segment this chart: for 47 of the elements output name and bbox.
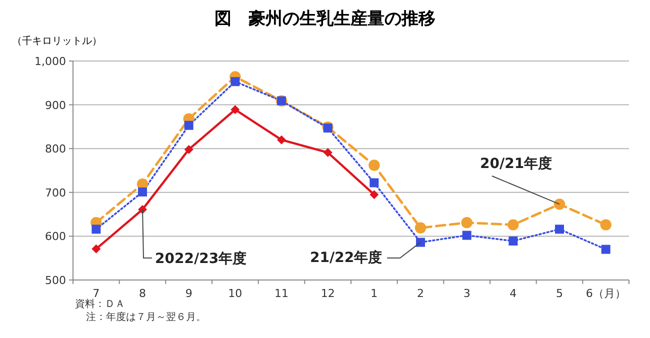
x-tick-label: 9 — [185, 287, 192, 300]
point — [277, 135, 286, 144]
x-tick-label: 4 — [510, 287, 517, 300]
x-tick-label: 5 — [556, 287, 563, 300]
chart-title: 図 豪州の生乳生産量の推移 — [214, 9, 436, 29]
x-tick-label: 1 — [370, 287, 378, 300]
point — [370, 178, 379, 188]
point — [461, 217, 472, 228]
point — [230, 105, 240, 114]
series-label: 20/21年度 — [480, 155, 552, 172]
point — [184, 120, 194, 130]
point — [230, 77, 240, 86]
y-tick-label: 900 — [45, 98, 66, 112]
x-tick-label: 10 — [228, 287, 242, 300]
y-tick-label: 1,000 — [34, 55, 66, 68]
x-tick-label: 7 — [92, 287, 100, 300]
point — [414, 222, 426, 234]
x-tick-label: 8 — [139, 287, 146, 300]
point — [508, 236, 518, 246]
x-tick-label: 11 — [274, 287, 288, 300]
point — [600, 219, 612, 230]
point — [554, 198, 566, 210]
y-tick-label: 600 — [45, 230, 66, 244]
x-tick-label: 2 — [417, 287, 424, 300]
x-tick-label: 3 — [463, 287, 470, 300]
point — [555, 224, 564, 234]
point — [462, 230, 472, 240]
point — [368, 160, 380, 171]
y-tick-label: 700 — [45, 186, 66, 200]
point — [138, 187, 147, 196]
point — [323, 148, 332, 158]
text: 2022/23年度 — [155, 250, 247, 267]
y-tick-label: 800 — [45, 142, 66, 156]
text: 資料：ＤＡ — [75, 298, 125, 310]
text: 21/22年度 — [310, 249, 382, 266]
point — [508, 219, 519, 230]
x-tick-label: 6（月） — [586, 287, 626, 300]
point — [416, 238, 425, 247]
point — [184, 144, 194, 154]
y-tick-label: 500 — [45, 274, 66, 287]
point — [92, 224, 101, 234]
x-tick-label: 12 — [320, 287, 335, 300]
y-axis-title: （千キロリットル） — [12, 35, 102, 47]
point — [601, 244, 610, 254]
point — [370, 190, 379, 200]
text: 注：年度は７月～翌６月。 — [86, 311, 206, 323]
point — [92, 244, 101, 254]
